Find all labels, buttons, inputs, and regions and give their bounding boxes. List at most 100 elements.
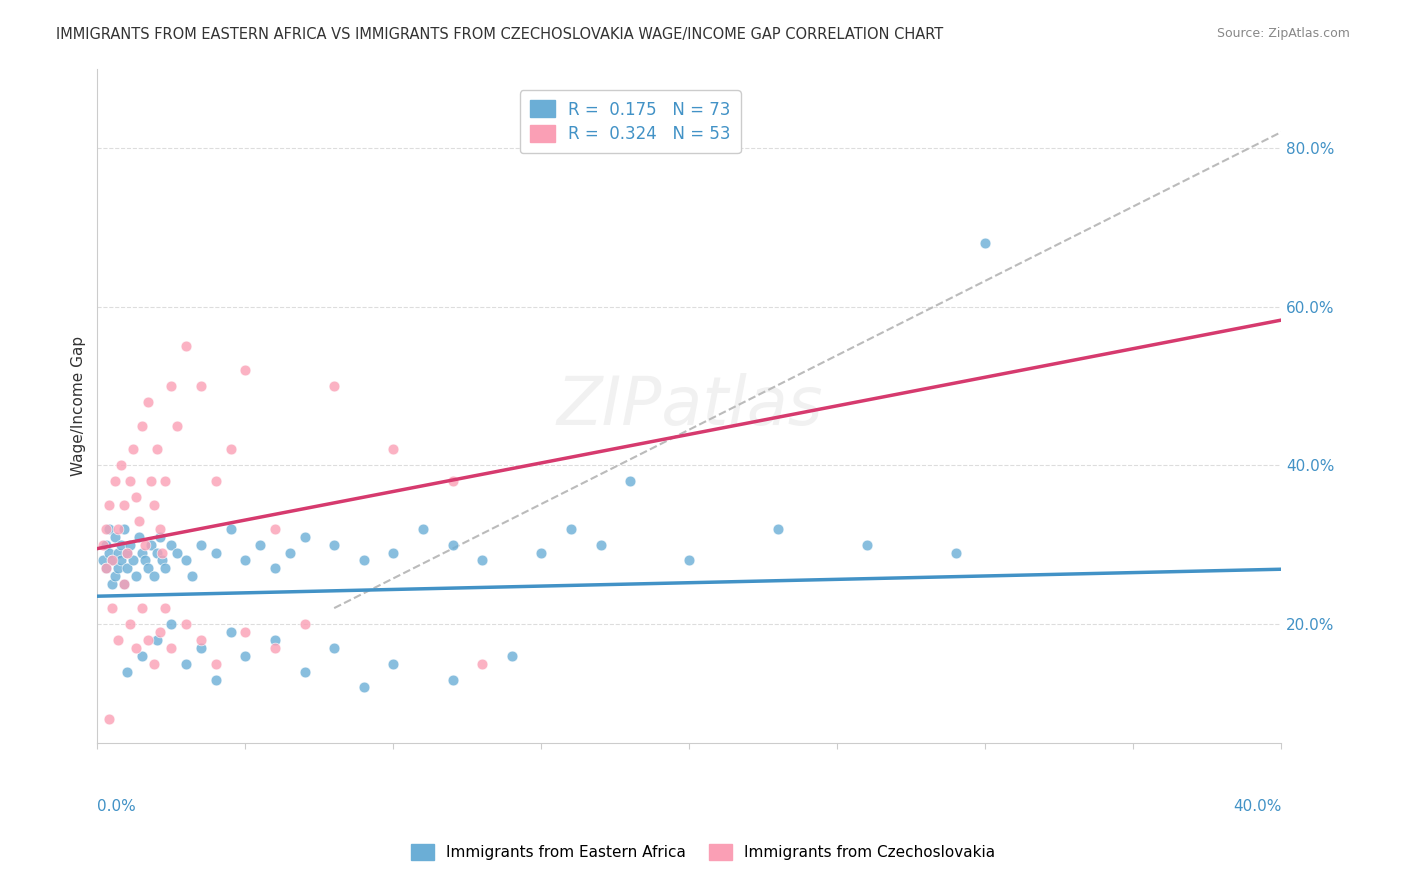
Point [264, 561, 287, 575]
Point [235, 363, 257, 377]
Point [264, 632, 287, 647]
Point [131, 545, 153, 559]
Point [107, 522, 129, 536]
Point [323, 640, 346, 655]
Point [294, 617, 316, 632]
Point [104, 530, 127, 544]
Point [204, 673, 226, 687]
Point [530, 545, 553, 559]
Y-axis label: Wage/Income Gap: Wage/Income Gap [72, 335, 86, 475]
Point [264, 640, 287, 655]
Point [112, 577, 135, 591]
Point [441, 538, 464, 552]
Point [160, 617, 183, 632]
Point [382, 442, 405, 457]
Point [134, 553, 156, 567]
Point [155, 601, 177, 615]
Point [101, 553, 124, 567]
Point [174, 617, 197, 632]
Point [115, 545, 138, 559]
Point [766, 522, 789, 536]
Point [125, 490, 148, 504]
Point [91, 538, 114, 552]
Point [148, 624, 170, 639]
Point [412, 522, 434, 536]
Point [174, 657, 197, 671]
Point [204, 657, 226, 671]
Point [145, 632, 167, 647]
Point [98, 498, 121, 512]
Point [142, 657, 165, 671]
Point [136, 561, 159, 575]
Point [118, 474, 141, 488]
Point [323, 379, 346, 393]
Point [148, 522, 170, 536]
Point [678, 553, 700, 567]
Point [122, 553, 145, 567]
Point [219, 522, 242, 536]
Point [589, 538, 612, 552]
Point [115, 545, 138, 559]
Point [98, 545, 121, 559]
Legend: Immigrants from Eastern Africa, Immigrants from Czechoslovakia: Immigrants from Eastern Africa, Immigran… [405, 838, 1001, 866]
Point [98, 522, 121, 536]
Point [204, 474, 226, 488]
Text: 0.0%: 0.0% [97, 798, 136, 814]
Point [104, 569, 127, 583]
Point [112, 577, 135, 591]
Point [501, 648, 523, 663]
Point [101, 553, 124, 567]
Point [101, 577, 124, 591]
Point [181, 569, 204, 583]
Point [107, 561, 129, 575]
Point [101, 601, 124, 615]
Point [382, 657, 405, 671]
Point [190, 632, 212, 647]
Point [131, 418, 153, 433]
Text: 40.0%: 40.0% [1233, 798, 1281, 814]
Point [118, 538, 141, 552]
Point [235, 624, 257, 639]
Point [115, 665, 138, 679]
Point [110, 538, 132, 552]
Point [142, 498, 165, 512]
Point [155, 474, 177, 488]
Point [382, 545, 405, 559]
Point [190, 379, 212, 393]
Point [278, 545, 301, 559]
Point [471, 553, 494, 567]
Point [128, 514, 150, 528]
Text: ZIPatlas: ZIPatlas [557, 373, 823, 439]
Legend: R =  0.175   N = 73, R =  0.324   N = 53: R = 0.175 N = 73, R = 0.324 N = 53 [520, 90, 741, 153]
Point [160, 640, 183, 655]
Point [152, 545, 174, 559]
Point [131, 601, 153, 615]
Point [136, 632, 159, 647]
Point [152, 553, 174, 567]
Point [856, 538, 879, 552]
Point [131, 648, 153, 663]
Point [204, 545, 226, 559]
Point [134, 538, 156, 552]
Point [104, 474, 127, 488]
Point [110, 458, 132, 473]
Point [122, 442, 145, 457]
Point [110, 553, 132, 567]
Point [560, 522, 582, 536]
Point [353, 553, 375, 567]
Point [96, 538, 118, 552]
Point [112, 522, 135, 536]
Point [115, 561, 138, 575]
Point [112, 498, 135, 512]
Text: IMMIGRANTS FROM EASTERN AFRICA VS IMMIGRANTS FROM CZECHOSLOVAKIA WAGE/INCOME GAP: IMMIGRANTS FROM EASTERN AFRICA VS IMMIGR… [56, 27, 943, 42]
Point [128, 530, 150, 544]
Point [166, 545, 188, 559]
Point [219, 442, 242, 457]
Point [219, 624, 242, 639]
Point [235, 553, 257, 567]
Point [142, 569, 165, 583]
Point [96, 561, 118, 575]
Point [471, 657, 494, 671]
Point [945, 545, 967, 559]
Point [125, 569, 148, 583]
